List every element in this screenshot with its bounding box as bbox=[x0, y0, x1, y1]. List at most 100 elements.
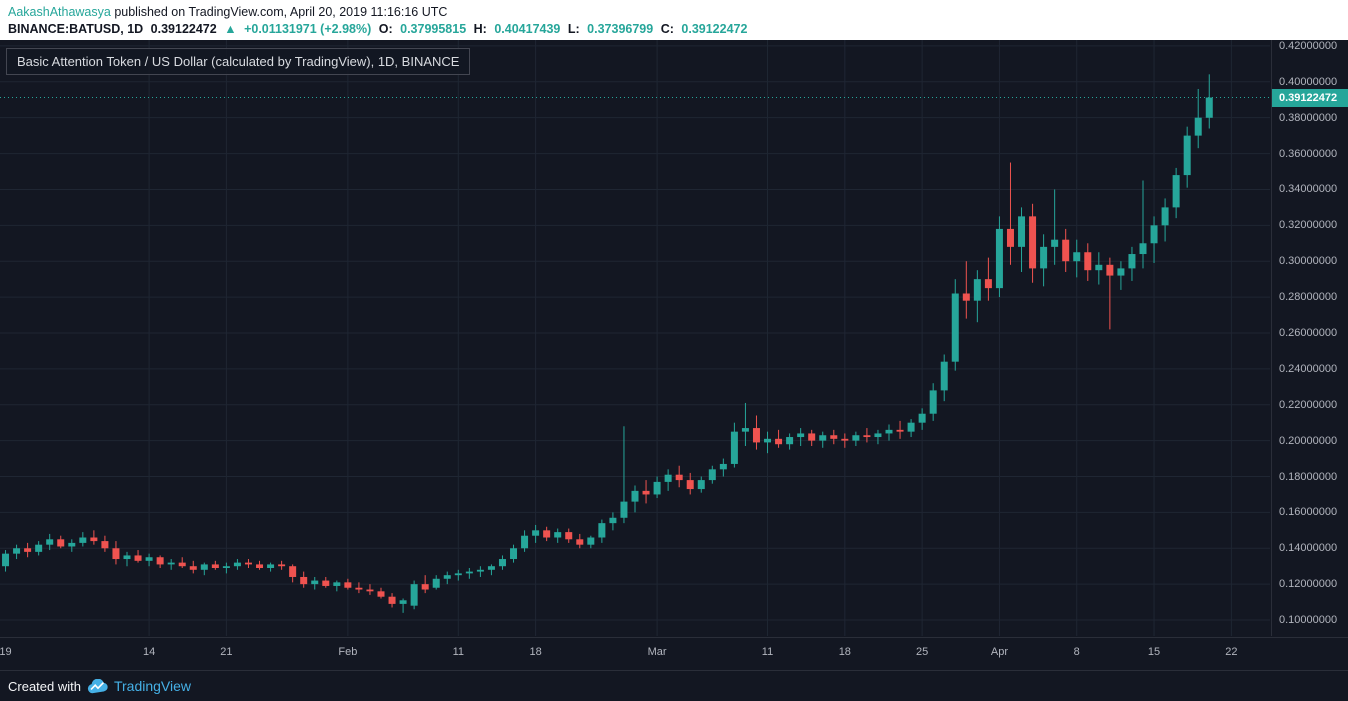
grid-layer bbox=[0, 40, 1270, 636]
candle bbox=[1006, 228, 1014, 247]
candle bbox=[90, 537, 98, 542]
candle bbox=[322, 580, 330, 586]
candle bbox=[1194, 117, 1202, 136]
footer: Created with TradingView bbox=[0, 670, 1348, 701]
candle bbox=[521, 535, 529, 549]
chart-legend-text: Basic Attention Token / US Dollar (calcu… bbox=[17, 54, 460, 69]
candle bbox=[134, 555, 142, 561]
time-axis-label: 11 bbox=[452, 646, 465, 658]
candle bbox=[863, 435, 871, 438]
price-axis-label: 0.36000000 bbox=[1279, 147, 1338, 160]
candle bbox=[410, 584, 418, 606]
candle bbox=[951, 293, 959, 362]
high-label: H: bbox=[473, 22, 487, 36]
candle bbox=[819, 435, 827, 441]
candle bbox=[454, 573, 462, 576]
candle bbox=[311, 580, 319, 585]
candle bbox=[156, 557, 164, 565]
candle bbox=[278, 564, 286, 567]
last-price-badge: 0.39122472 bbox=[1272, 88, 1348, 107]
candlestick-chart[interactable] bbox=[0, 40, 1270, 636]
candle bbox=[35, 544, 43, 552]
candle bbox=[554, 532, 562, 538]
chart-legend: Basic Attention Token / US Dollar (calcu… bbox=[6, 48, 471, 75]
tradingview-brand-text: TradingView bbox=[113, 678, 192, 694]
candle bbox=[289, 566, 297, 577]
author-link[interactable]: AakashAthawasya bbox=[8, 5, 111, 19]
candle bbox=[664, 474, 672, 482]
last-price-value: 0.39122472 bbox=[150, 22, 217, 36]
candle bbox=[432, 578, 440, 588]
price-axis-label: 0.22000000 bbox=[1279, 398, 1338, 411]
candle bbox=[510, 548, 518, 560]
time-axis-label: 19 bbox=[0, 646, 12, 658]
price-axis-label: 0.42000000 bbox=[1279, 39, 1338, 52]
candle bbox=[598, 523, 606, 538]
candle bbox=[244, 562, 252, 565]
candle bbox=[830, 435, 838, 439]
candle bbox=[57, 539, 65, 547]
time-axis-label: Apr bbox=[990, 646, 1008, 658]
tradingview-link[interactable]: TradingView bbox=[87, 678, 191, 694]
candle bbox=[112, 548, 120, 560]
candle bbox=[874, 433, 882, 438]
candle bbox=[697, 480, 705, 490]
candle bbox=[1172, 175, 1180, 208]
price-axis-label: 0.26000000 bbox=[1279, 326, 1338, 339]
time-axis[interactable]: 19 14 21 Feb 11 18 Mar 11 18 25 Apr 8 15 22 bbox=[0, 637, 1348, 671]
published-text: published on TradingView.com, April 20, … bbox=[110, 5, 448, 19]
candle bbox=[200, 564, 208, 570]
candle bbox=[984, 279, 992, 289]
created-with-text: Created with bbox=[8, 678, 81, 694]
candle bbox=[1029, 216, 1037, 269]
candle bbox=[730, 431, 738, 464]
candle bbox=[1106, 264, 1114, 276]
candle bbox=[543, 530, 551, 538]
candle bbox=[1183, 135, 1191, 176]
candle bbox=[189, 566, 197, 570]
candle bbox=[1095, 264, 1103, 271]
close-label: C: bbox=[660, 22, 674, 36]
candle bbox=[476, 569, 484, 572]
candle bbox=[1018, 216, 1026, 247]
candle bbox=[46, 539, 54, 545]
open-label: O: bbox=[378, 22, 393, 36]
candle bbox=[631, 490, 639, 502]
candle bbox=[267, 564, 275, 569]
change-value: +0.01131971 (+2.98%) bbox=[244, 22, 372, 36]
candle bbox=[1128, 254, 1136, 269]
candle bbox=[1062, 239, 1070, 262]
candle bbox=[1161, 207, 1169, 226]
candle bbox=[896, 429, 904, 432]
candle bbox=[233, 562, 241, 567]
time-axis-label: 25 bbox=[916, 646, 929, 658]
candle bbox=[167, 562, 175, 565]
candle bbox=[962, 293, 970, 301]
price-axis-label: 0.32000000 bbox=[1279, 219, 1338, 232]
candle bbox=[1205, 97, 1213, 118]
chart-plot[interactable]: Basic Attention Token / US Dollar (calcu… bbox=[0, 40, 1270, 636]
candle bbox=[366, 589, 374, 592]
time-axis-label: Mar bbox=[647, 646, 667, 658]
low-label: L: bbox=[567, 22, 580, 36]
price-axis-label: 0.34000000 bbox=[1279, 183, 1338, 196]
chart-area: Basic Attention Token / US Dollar (calcu… bbox=[0, 40, 1348, 671]
candle bbox=[653, 481, 661, 495]
candle bbox=[719, 463, 727, 470]
candle bbox=[344, 582, 352, 588]
candle bbox=[675, 474, 683, 481]
time-axis-label: Feb bbox=[338, 646, 358, 658]
candle bbox=[300, 576, 308, 585]
price-axis-label: 0.10000000 bbox=[1279, 614, 1338, 627]
candle bbox=[465, 571, 473, 574]
candle bbox=[399, 600, 407, 604]
candle bbox=[686, 480, 694, 490]
price-axis[interactable]: 0.39122472 0.42000000 0.40000000 0.3800000… bbox=[1271, 40, 1348, 636]
candle bbox=[609, 517, 617, 524]
candle bbox=[929, 390, 937, 414]
candle bbox=[1040, 246, 1048, 269]
candle bbox=[918, 413, 926, 423]
candle bbox=[443, 575, 451, 579]
candle bbox=[642, 490, 650, 495]
